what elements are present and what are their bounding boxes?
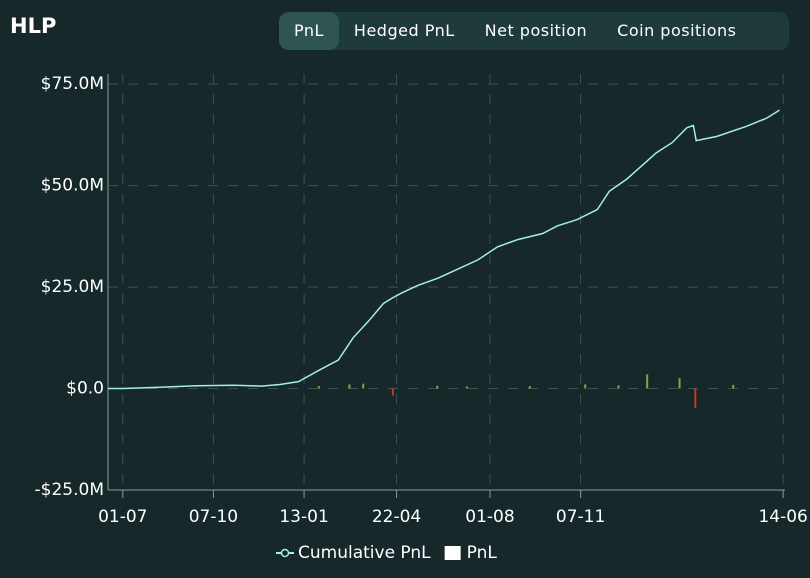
pnl-bar [362, 383, 365, 389]
pnl-bar [584, 384, 587, 389]
x-tick-label: 01-07 [98, 507, 147, 527]
pnl-bar [678, 377, 681, 389]
pnl-bar [732, 384, 735, 389]
legend-swatch [280, 548, 290, 558]
pnl-bar [528, 386, 531, 389]
tab-bar: PnL Hedged PnL Net position Coin positions [279, 12, 789, 50]
tab[interactable]: Hedged PnL [353, 21, 455, 40]
pnl-bar [391, 388, 394, 396]
pnl-bar [617, 385, 620, 389]
pnl-bar [436, 385, 439, 389]
x-tick-label: 13-01 [279, 507, 328, 527]
pnl-bar [646, 374, 649, 389]
cumulative-line [108, 109, 780, 390]
y-tick-label: $0.0 [66, 379, 104, 399]
legend-swatch [444, 546, 461, 560]
pnl-bar [317, 386, 320, 389]
x-tick-label: 07-10 [189, 507, 238, 527]
pnl-bar [694, 388, 697, 409]
legend-label: PnL [467, 543, 498, 563]
x-tick-label: 01-08 [465, 507, 514, 527]
title: HLP [10, 14, 57, 38]
y-tick-label: -$25.0M [35, 480, 104, 500]
tab[interactable]: PnL [279, 12, 339, 50]
x-tick-label: 14-06 [758, 507, 807, 527]
legend-label: Cumulative PnL [298, 543, 431, 563]
y-tick-label: $25.0M [41, 277, 104, 297]
pnl-bar [465, 386, 468, 389]
y-tick-label: $75.0M [41, 74, 104, 94]
tab[interactable]: Coin positions [617, 21, 737, 40]
tab[interactable]: Net position [484, 21, 588, 40]
x-tick-label: 22-04 [372, 507, 421, 527]
pnl-bar [348, 384, 351, 389]
y-tick-label: $50.0M [41, 176, 104, 196]
x-tick-label: 07-11 [556, 507, 605, 527]
